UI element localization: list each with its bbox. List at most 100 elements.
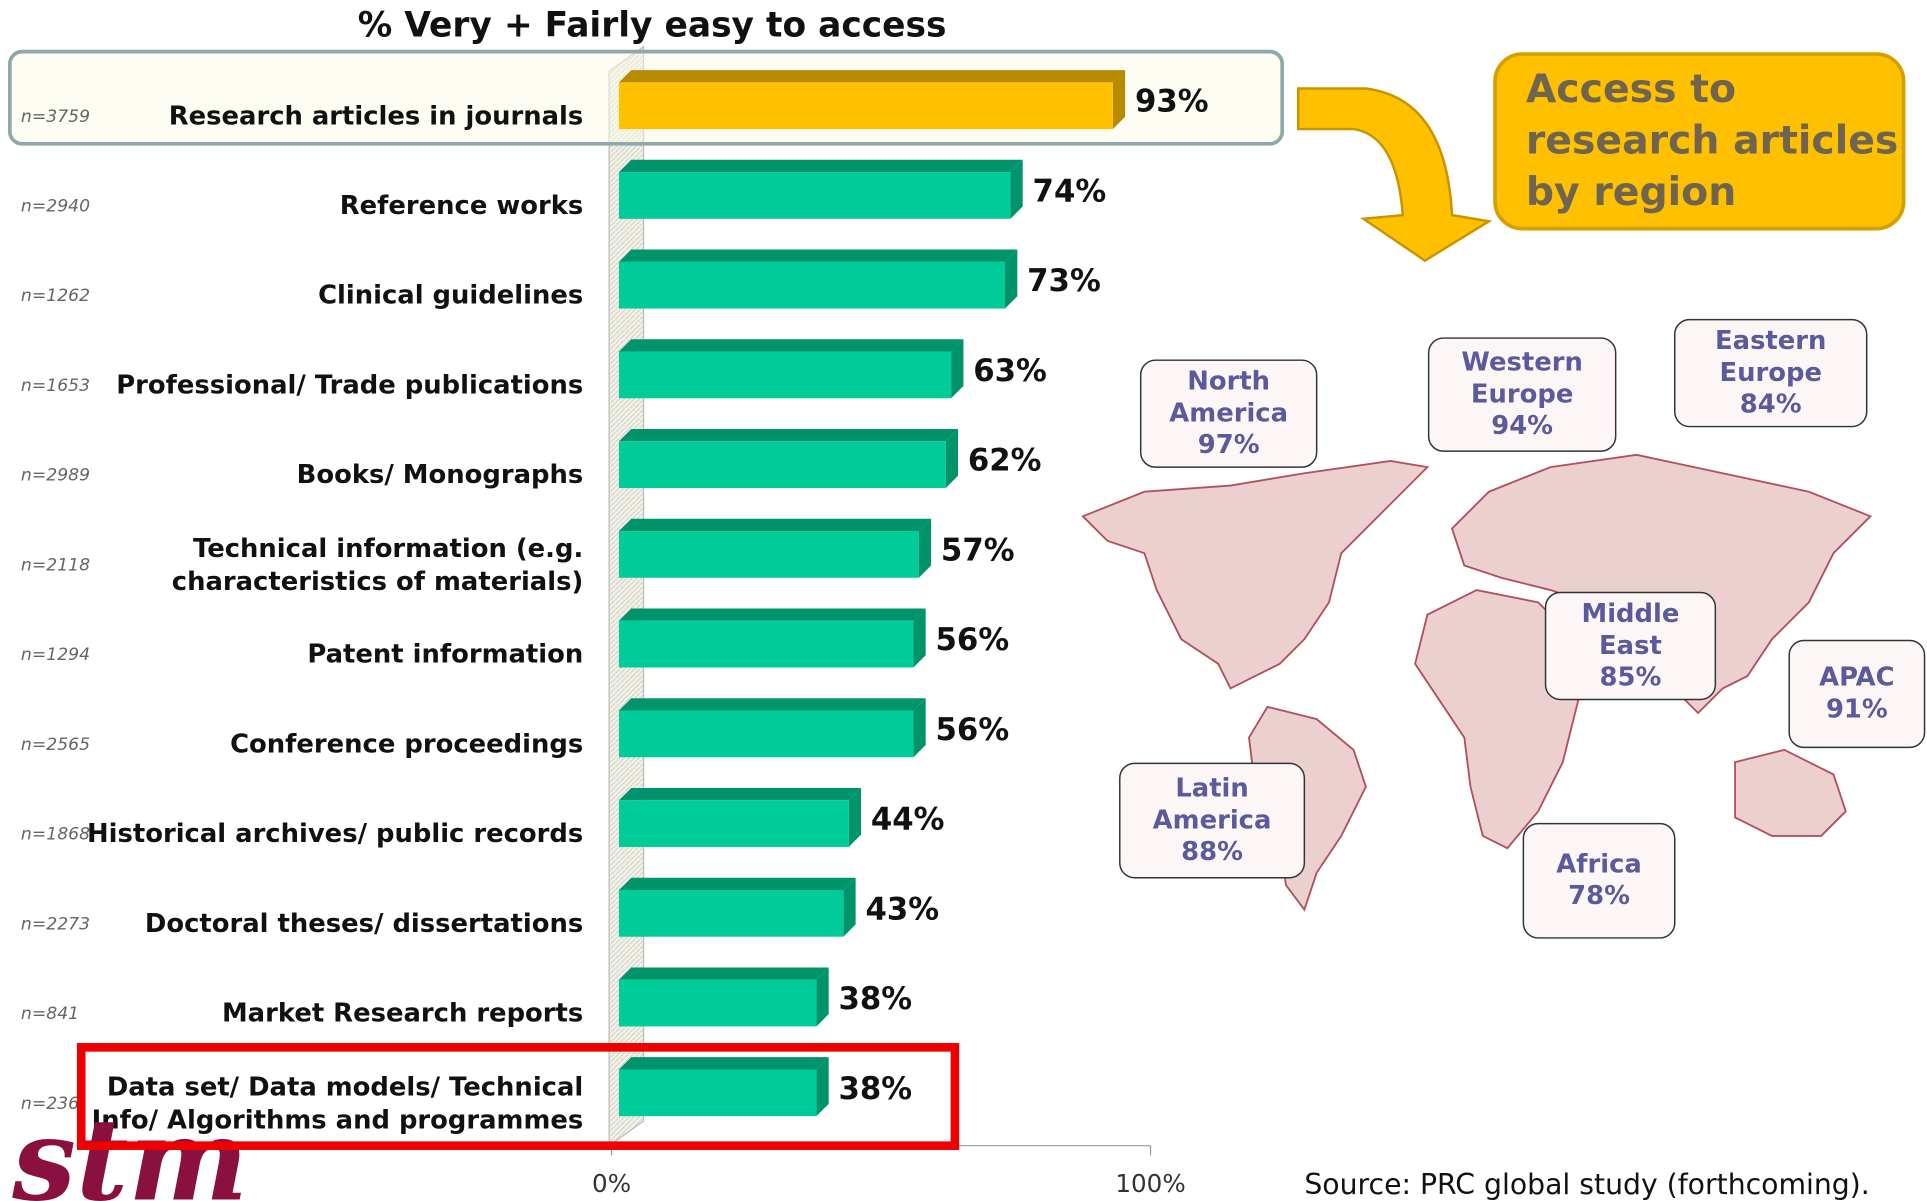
value-label: 56% xyxy=(936,622,1010,658)
category-label: Technical information (e.g. characteristi… xyxy=(172,533,584,596)
region-name: Eastern Europe xyxy=(1715,326,1826,388)
region-box xyxy=(1522,822,1676,939)
bar-top xyxy=(618,70,1126,83)
bar-side xyxy=(913,608,926,668)
region-box xyxy=(1427,337,1617,452)
bar xyxy=(618,800,849,847)
bar-side xyxy=(1010,159,1023,219)
bar xyxy=(618,441,946,489)
bar xyxy=(618,620,914,668)
category-label: Reference works xyxy=(340,191,583,221)
region-name: Middle East xyxy=(1581,599,1679,661)
value-label: 38% xyxy=(839,981,913,1017)
bar-side xyxy=(913,698,926,758)
category-label: Data set/ Data models/ Technical Info/ Al… xyxy=(92,1072,584,1135)
arrow xyxy=(1296,87,1493,263)
value-label: 38% xyxy=(839,1071,913,1107)
source: Source: PRC global study (forthcoming). xyxy=(1304,1168,1869,1201)
bar-top xyxy=(618,159,1023,173)
bar-top xyxy=(618,249,1018,262)
x-tick-label: 100% xyxy=(1115,1169,1185,1198)
value-label: 63% xyxy=(973,353,1047,389)
bar-side xyxy=(843,877,856,937)
value-label: 73% xyxy=(1027,263,1101,299)
region-value: 97% xyxy=(1198,430,1260,460)
sample-size: n=236 xyxy=(21,1094,79,1114)
bar-top xyxy=(618,1057,829,1070)
sample-size: n=2989 xyxy=(21,466,90,486)
bar xyxy=(618,979,817,1027)
x-tick-label: 0% xyxy=(592,1169,631,1198)
bar xyxy=(618,710,914,758)
region-box xyxy=(1119,762,1306,879)
category-label: Market Research reports xyxy=(222,999,583,1029)
region-name: Africa xyxy=(1556,849,1642,879)
red-highlight xyxy=(76,1043,960,1150)
category-label: Books/ Monographs xyxy=(297,460,584,490)
category-label: Professional/ Trade publications xyxy=(116,370,583,400)
bar-side xyxy=(848,787,862,847)
bar-side xyxy=(816,967,829,1027)
region-value: 78% xyxy=(1568,881,1630,911)
category-label: Patent information xyxy=(307,640,583,670)
region-box xyxy=(1788,639,1926,749)
bar-top xyxy=(618,877,856,890)
bar xyxy=(618,1069,817,1117)
bar-side xyxy=(951,339,964,399)
bar xyxy=(618,889,844,937)
region-name: Western Europe xyxy=(1461,347,1582,409)
bar-side xyxy=(816,1057,829,1117)
bar-top xyxy=(618,698,926,711)
bar-top xyxy=(618,518,932,532)
bar xyxy=(618,351,952,399)
sample-size: n=2118 xyxy=(21,555,90,575)
category-label: Clinical guidelines xyxy=(318,281,583,311)
value-label: 62% xyxy=(968,443,1042,479)
sample-size: n=2565 xyxy=(21,735,90,755)
sample-size: n=1294 xyxy=(21,645,90,665)
bar-side xyxy=(945,429,959,489)
region-box xyxy=(1674,318,1868,428)
bar-top xyxy=(618,967,829,980)
bar-top xyxy=(618,339,964,352)
region-name: APAC xyxy=(1819,662,1894,692)
region-name: North America xyxy=(1169,366,1288,428)
value-label: 74% xyxy=(1033,174,1107,210)
bar xyxy=(618,172,1011,219)
bar xyxy=(618,261,1006,309)
sample-size: n=1262 xyxy=(21,286,90,306)
region-value: 91% xyxy=(1826,694,1888,724)
category-label: Historical archives/ public records xyxy=(87,819,583,849)
bar-top xyxy=(618,608,926,621)
region-box xyxy=(1139,359,1318,468)
region-value: 94% xyxy=(1491,411,1553,441)
sample-size: n=841 xyxy=(21,1004,79,1024)
sample-size: n=2273 xyxy=(21,914,90,934)
bar-side xyxy=(1005,249,1018,309)
region-value: 85% xyxy=(1600,662,1662,692)
bar xyxy=(618,82,1113,130)
value-label: 57% xyxy=(941,532,1015,568)
bar-top xyxy=(618,787,862,801)
region-value: 88% xyxy=(1181,837,1243,867)
bar xyxy=(618,531,919,578)
callout-title: Access to research articles by region xyxy=(1526,65,1899,214)
region-value: 84% xyxy=(1740,390,1802,420)
sample-size: n=3759 xyxy=(21,107,90,127)
bar-side xyxy=(1112,70,1126,130)
callout-box xyxy=(1493,52,1906,231)
bar-side xyxy=(918,518,932,578)
value-label: 44% xyxy=(871,802,945,838)
value-label: 56% xyxy=(936,712,1010,748)
category-label: Research articles in journals xyxy=(169,101,584,131)
region-name: Latin America xyxy=(1153,773,1272,835)
chart-title: % Very + Fairly easy to access xyxy=(358,6,947,46)
sample-size: n=2940 xyxy=(21,197,90,217)
category-label: Doctoral theses/ dissertations xyxy=(145,909,583,939)
region-box xyxy=(1544,591,1717,701)
bar-top xyxy=(618,429,959,442)
value-label: 93% xyxy=(1135,84,1209,120)
category-label: Conference proceedings xyxy=(230,729,583,759)
